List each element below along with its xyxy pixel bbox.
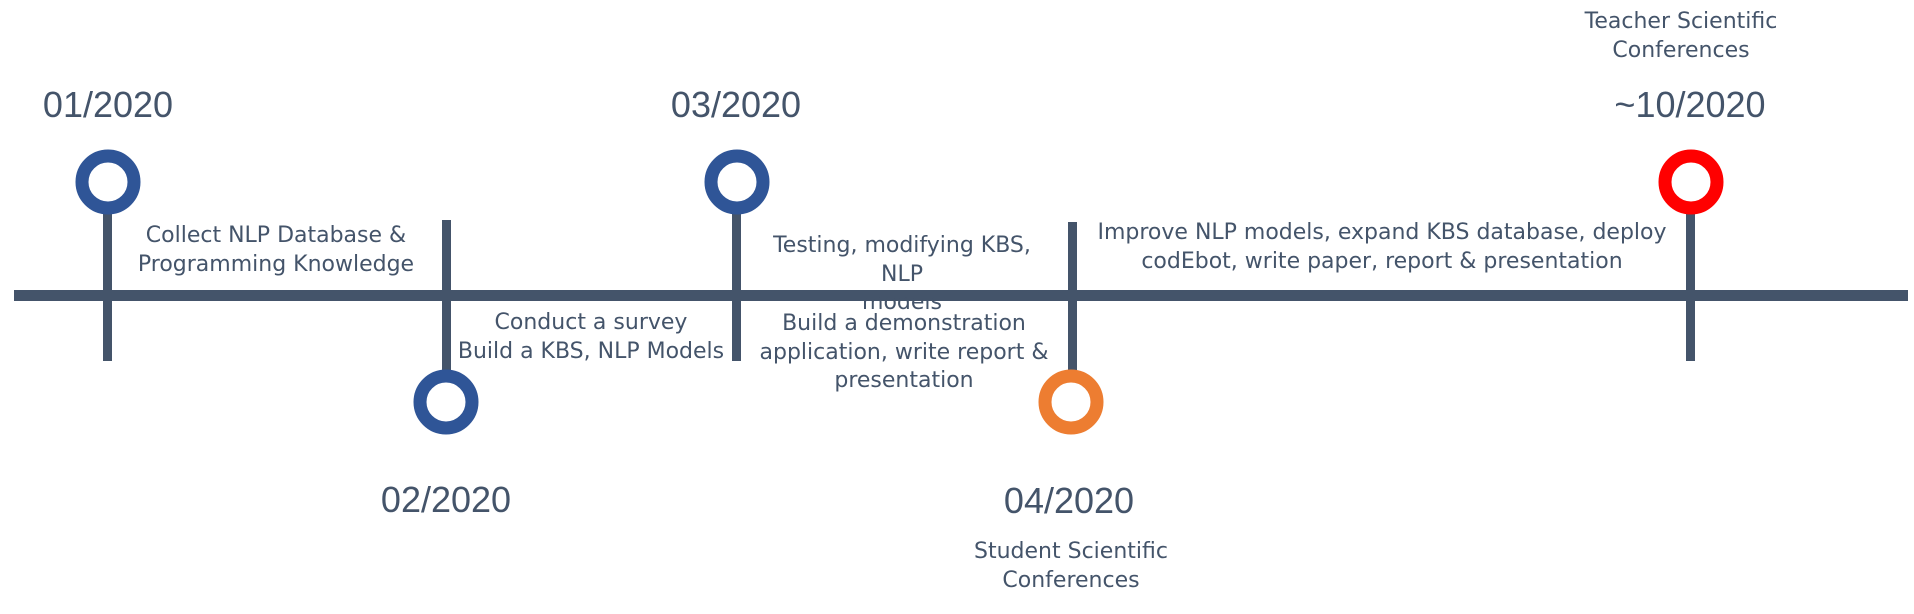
milestone-stem-4 — [1068, 222, 1077, 372]
milestone-stem-5 — [1686, 210, 1695, 361]
milestone-marker-2 — [413, 369, 479, 435]
milestone-marker-3 — [704, 149, 770, 215]
milestone-marker-4 — [1038, 369, 1104, 435]
task-label-5: Improve NLP models, expand KBS database,… — [1097, 220, 1667, 274]
milestone-stem-1 — [103, 210, 112, 361]
timeline-axis — [14, 290, 1908, 301]
task-label-1: Collect NLP Database & Programming Knowl… — [137, 223, 415, 277]
task-label-3: Testing, modifying KBS, NLP models — [773, 233, 1031, 316]
milestone-date-1: 01/2020 — [42, 84, 174, 125]
milestone-marker-1 — [75, 149, 141, 215]
task-label-4: Build a demonstration application, write… — [759, 311, 1049, 394]
milestone-date-5: ~10/2020 — [1614, 84, 1766, 125]
milestone-date-4: 04/2020 — [1003, 480, 1135, 521]
milestone-date-3: 03/2020 — [670, 84, 802, 125]
milestone-date-2: 02/2020 — [380, 479, 512, 520]
milestone-stem-2 — [442, 220, 451, 372]
milestone-event-5: Teacher Scientific Conferences — [1584, 9, 1778, 63]
milestone-event-4: Student Scientific Conferences — [974, 539, 1168, 593]
milestone-stem-3 — [732, 210, 741, 361]
task-label-2: Conduct a survey Build a KBS, NLP Models — [457, 310, 725, 364]
milestone-marker-5 — [1658, 149, 1724, 215]
